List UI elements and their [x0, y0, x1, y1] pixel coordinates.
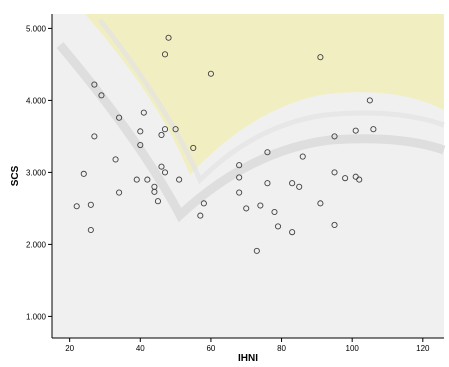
data-point: [264, 149, 271, 156]
data-point: [317, 54, 324, 61]
data-point: [243, 205, 250, 212]
watermark-arc-inner: [98, 18, 445, 185]
data-point: [317, 200, 324, 207]
data-point: [370, 126, 377, 133]
watermark-logo: [56, 14, 446, 223]
data-point: [144, 176, 151, 183]
data-point: [80, 170, 87, 177]
data-point: [289, 229, 296, 236]
data-point: [342, 175, 349, 182]
data-point: [151, 188, 158, 195]
data-point: [161, 51, 169, 58]
data-point: [87, 226, 94, 234]
data-point: [158, 163, 165, 170]
data-point: [140, 109, 147, 116]
data-point: [161, 126, 169, 133]
y-tick-label: 2.000: [26, 240, 47, 249]
x-tick-label: 80: [277, 344, 286, 353]
data-point: [154, 198, 161, 205]
data-point: [161, 169, 169, 176]
data-point: [197, 212, 204, 219]
data-point: [165, 34, 172, 41]
y-tick-label: 3.000: [26, 168, 47, 177]
data-point: [257, 202, 264, 209]
data-point: [271, 208, 278, 216]
x-tick-label: 60: [206, 344, 215, 353]
data-point: [172, 126, 179, 133]
axes: 20 40 60 80 100 120 1.000 2.000 3.000 4.000 5.000: [26, 14, 444, 353]
data-point: [176, 176, 183, 183]
x-axis-label: IHNI: [238, 353, 258, 364]
data-point: [200, 200, 207, 207]
y-tick-label: 4.000: [26, 96, 47, 105]
x-tick-label: 20: [65, 344, 74, 353]
data-point: [264, 180, 271, 187]
x-tick-label: 100: [346, 344, 360, 353]
data-point: [331, 169, 338, 176]
data-point: [112, 156, 119, 163]
data-point: [133, 176, 140, 183]
data-point: [137, 141, 144, 149]
data-point: [73, 203, 80, 210]
data-point: [91, 81, 98, 88]
data-point: [356, 176, 363, 183]
y-axis-label: SCS: [10, 165, 21, 186]
data-point: [296, 183, 303, 190]
data-point: [91, 133, 98, 140]
data-point: [87, 201, 94, 208]
data-point: [236, 189, 243, 196]
data-point: [299, 153, 306, 160]
data-points: [73, 34, 377, 254]
data-point: [236, 162, 243, 169]
data-point: [98, 92, 105, 99]
y-tick-label: 5.000: [26, 24, 47, 33]
data-point: [137, 128, 144, 135]
data-point: [331, 133, 338, 140]
data-point: [236, 174, 243, 181]
watermark-arc-outer: [56, 42, 446, 223]
data-point: [331, 221, 338, 229]
data-point: [289, 180, 296, 187]
data-point: [116, 189, 123, 196]
data-point: [274, 223, 282, 230]
data-point: [207, 70, 214, 77]
data-point: [352, 127, 359, 134]
y-tick-label: 1.000: [26, 312, 47, 321]
data-point: [158, 131, 165, 139]
x-tick-label: 120: [416, 344, 430, 353]
data-point: [190, 144, 197, 151]
data-point: [253, 247, 260, 254]
x-tick-label: 40: [136, 344, 145, 353]
data-point: [116, 114, 123, 121]
data-point: [366, 97, 373, 104]
